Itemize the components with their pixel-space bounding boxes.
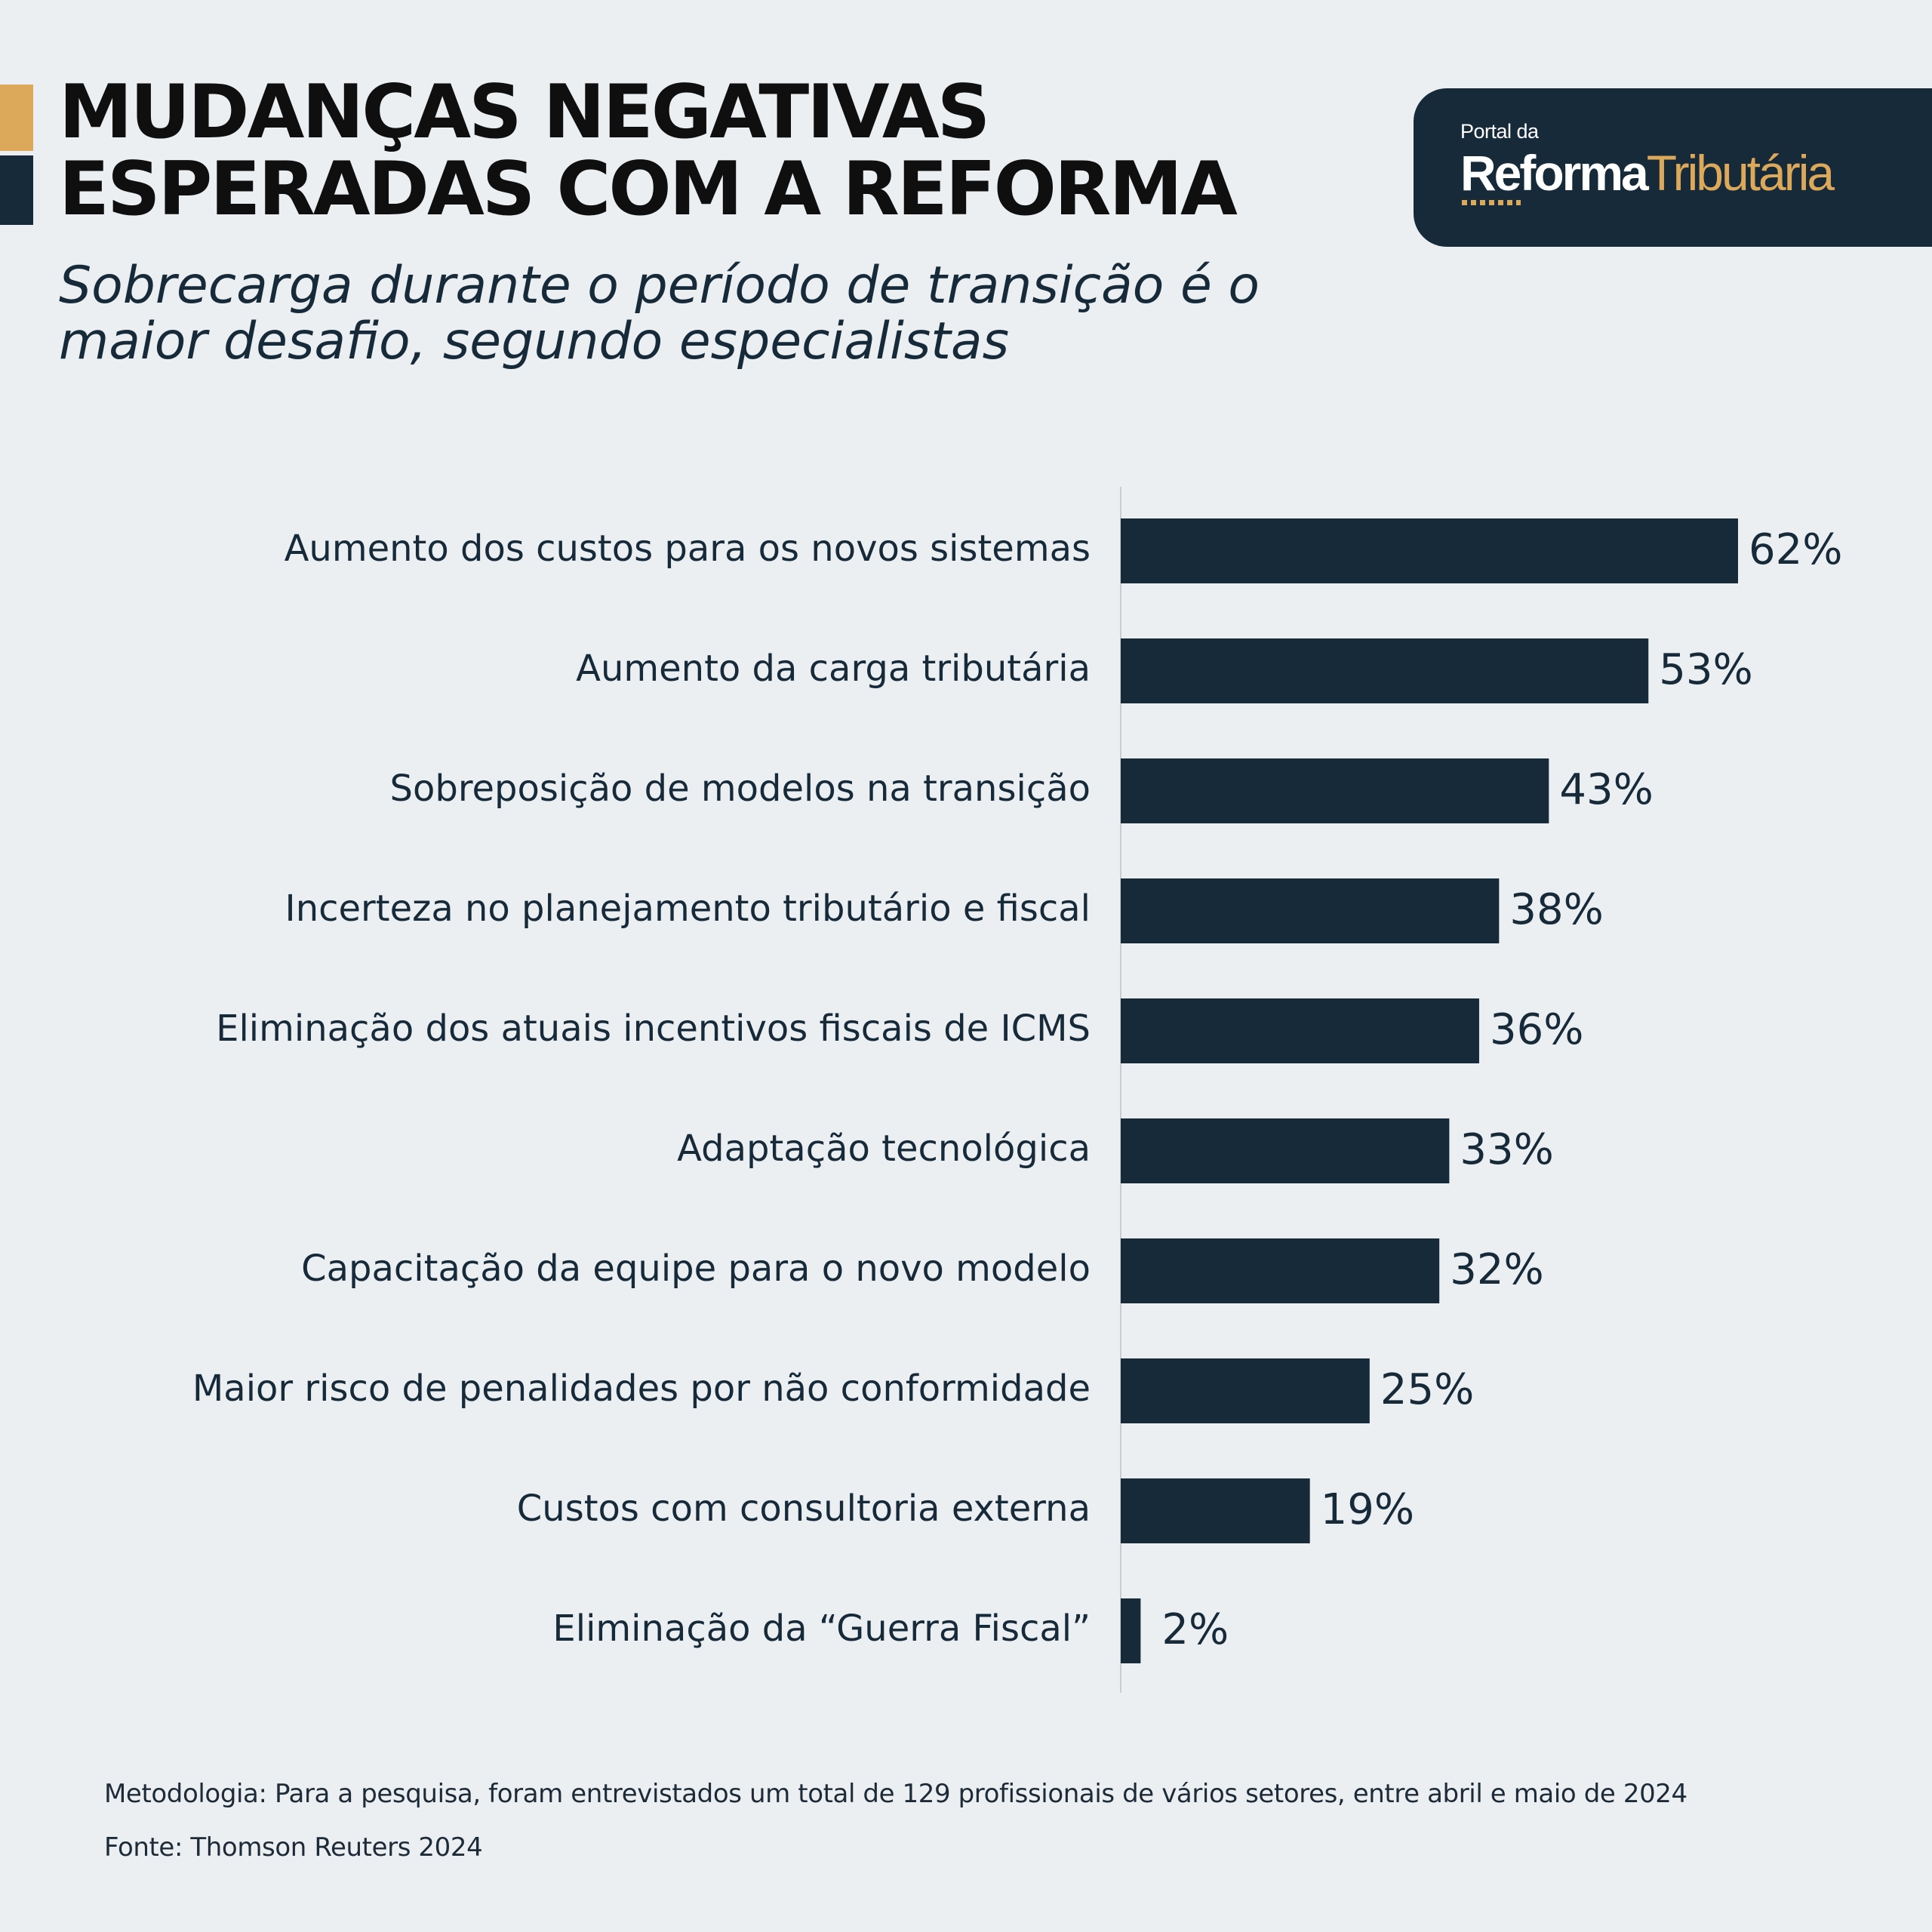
subtitle-line-1: Sobrecarga durante o período de transiçã… <box>59 256 1260 315</box>
category-label: Incerteza no planejamento tributário e f… <box>285 888 1091 930</box>
value-label: 53% <box>1659 645 1752 694</box>
category-label: Capacitação da equipe para o novo modelo <box>301 1247 1091 1290</box>
value-label: 62% <box>1749 525 1842 574</box>
logo-word-reforma: Reforma <box>1460 145 1649 201</box>
category-label: Aumento dos custos para os novos sistema… <box>285 528 1091 570</box>
bar <box>1121 998 1479 1063</box>
title-accent-navy <box>0 155 33 225</box>
logo-word-tributaria: Tributária <box>1646 145 1835 201</box>
bar <box>1121 878 1500 943</box>
value-label: 25% <box>1380 1365 1474 1414</box>
subtitle-line-2: maior desafio, segundo especialistas <box>59 312 1010 371</box>
category-label: Aumento da carga tributária <box>576 648 1091 690</box>
logo-wordmark: ReformaTributária <box>1460 143 1835 203</box>
logo-dots-decoration <box>1462 200 1521 205</box>
logo-small-text: Portal da <box>1460 120 1539 143</box>
category-label: Adaptação tecnológica <box>677 1128 1091 1170</box>
bar <box>1121 1118 1450 1183</box>
bar <box>1121 758 1549 823</box>
category-label: Eliminação da “Guerra Fiscal” <box>552 1607 1091 1650</box>
bar <box>1121 638 1649 703</box>
value-label: 19% <box>1321 1485 1414 1534</box>
category-label: Maior risco de penalidades por não confo… <box>192 1367 1091 1410</box>
page-title: MUDANÇAS NEGATIVAS ESPERADAS COM A REFOR… <box>59 74 1266 228</box>
methodology-note: Metodologia: Para a pesquisa, foram entr… <box>104 1779 1687 1809</box>
title-line-2: ESPERADAS COM A REFORMA <box>59 146 1238 232</box>
bar <box>1121 1478 1310 1543</box>
page-subtitle: Sobrecarga durante o período de transiçã… <box>59 258 1417 370</box>
value-label: 36% <box>1490 1005 1583 1054</box>
bar <box>1121 1598 1141 1663</box>
category-label: Eliminação dos atuais incentivos fiscais… <box>216 1008 1091 1050</box>
value-label: 38% <box>1509 885 1603 934</box>
value-label: 32% <box>1450 1245 1543 1294</box>
value-label: 43% <box>1559 765 1653 814</box>
brand-logo: Portal da ReformaTributária <box>1414 88 1932 247</box>
value-label: 33% <box>1460 1125 1553 1174</box>
bar <box>1121 518 1738 583</box>
source-note: Fonte: Thomson Reuters 2024 <box>104 1832 483 1863</box>
bar <box>1121 1358 1370 1423</box>
category-label: Custos com consultoria externa <box>517 1487 1091 1530</box>
bar <box>1121 1238 1440 1303</box>
value-label: 2% <box>1161 1605 1229 1654</box>
title-line-1: MUDANÇAS NEGATIVAS <box>59 69 990 155</box>
category-label: Sobreposição de modelos na transição <box>390 768 1091 810</box>
title-accent-gold <box>0 85 33 151</box>
bars-layer: Aumento dos custos para os novos sistema… <box>192 487 1842 1693</box>
